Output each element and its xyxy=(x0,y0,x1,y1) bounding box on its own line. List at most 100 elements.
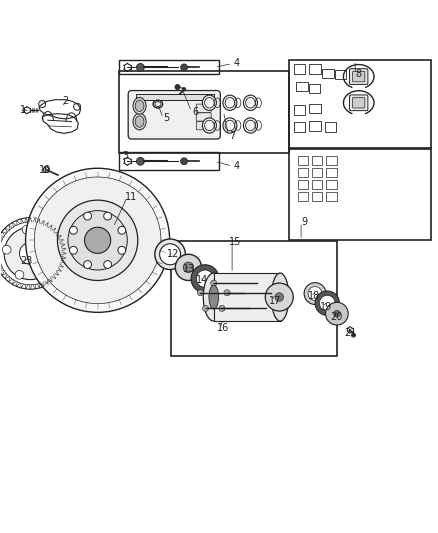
Circle shape xyxy=(47,238,56,247)
Circle shape xyxy=(211,280,217,286)
Ellipse shape xyxy=(223,118,237,133)
Circle shape xyxy=(2,245,11,254)
Circle shape xyxy=(198,290,204,296)
Text: 15: 15 xyxy=(230,238,242,247)
Circle shape xyxy=(183,273,188,278)
Text: 4: 4 xyxy=(233,161,240,171)
Circle shape xyxy=(335,304,339,309)
FancyBboxPatch shape xyxy=(353,71,365,82)
Ellipse shape xyxy=(244,95,258,110)
Circle shape xyxy=(280,303,284,308)
Ellipse shape xyxy=(244,118,258,133)
Circle shape xyxy=(329,317,334,321)
Circle shape xyxy=(43,266,52,274)
Text: 8: 8 xyxy=(356,69,362,79)
Circle shape xyxy=(155,239,185,270)
FancyBboxPatch shape xyxy=(350,69,368,84)
Circle shape xyxy=(19,243,41,264)
Circle shape xyxy=(284,290,289,294)
Circle shape xyxy=(84,261,92,269)
Circle shape xyxy=(70,227,78,234)
Circle shape xyxy=(274,287,279,291)
Circle shape xyxy=(175,254,201,280)
Text: 7: 7 xyxy=(229,131,235,141)
Text: 10: 10 xyxy=(39,165,51,175)
Circle shape xyxy=(196,270,214,287)
Circle shape xyxy=(274,303,279,308)
Circle shape xyxy=(104,261,112,269)
Circle shape xyxy=(329,306,334,311)
Circle shape xyxy=(84,212,92,220)
Circle shape xyxy=(270,300,274,304)
Text: 17: 17 xyxy=(268,296,281,305)
Circle shape xyxy=(183,256,188,262)
Circle shape xyxy=(118,227,126,234)
Circle shape xyxy=(182,87,186,91)
Ellipse shape xyxy=(203,273,224,321)
FancyBboxPatch shape xyxy=(196,122,211,130)
FancyBboxPatch shape xyxy=(350,95,368,111)
Circle shape xyxy=(275,293,284,302)
Text: 19: 19 xyxy=(320,302,332,312)
Circle shape xyxy=(342,311,346,316)
Circle shape xyxy=(179,260,184,265)
Text: 14: 14 xyxy=(196,276,208,286)
Polygon shape xyxy=(136,94,214,100)
Circle shape xyxy=(286,295,290,299)
Ellipse shape xyxy=(202,95,216,110)
Text: 23: 23 xyxy=(20,256,32,266)
Circle shape xyxy=(137,63,145,71)
Ellipse shape xyxy=(133,98,146,114)
Ellipse shape xyxy=(135,116,144,127)
Circle shape xyxy=(159,244,180,265)
Text: 4: 4 xyxy=(233,59,240,68)
Text: 20: 20 xyxy=(330,312,342,322)
Circle shape xyxy=(319,295,335,311)
Text: 5: 5 xyxy=(163,113,170,123)
Circle shape xyxy=(22,225,31,234)
Text: 6: 6 xyxy=(192,107,198,117)
Circle shape xyxy=(202,305,208,311)
Circle shape xyxy=(104,212,112,220)
FancyBboxPatch shape xyxy=(196,113,211,121)
Circle shape xyxy=(85,227,111,253)
Circle shape xyxy=(270,290,274,294)
Circle shape xyxy=(224,290,230,296)
Circle shape xyxy=(25,168,170,312)
Circle shape xyxy=(327,311,332,316)
Text: 13: 13 xyxy=(183,264,195,273)
Circle shape xyxy=(175,84,180,90)
Text: 16: 16 xyxy=(217,324,230,334)
Ellipse shape xyxy=(135,100,144,111)
Text: 12: 12 xyxy=(167,249,179,259)
Circle shape xyxy=(340,317,344,321)
Circle shape xyxy=(308,287,322,301)
Circle shape xyxy=(191,265,219,293)
Circle shape xyxy=(265,283,293,311)
Text: 21: 21 xyxy=(344,328,356,338)
Circle shape xyxy=(68,211,127,270)
Circle shape xyxy=(193,270,198,275)
FancyBboxPatch shape xyxy=(353,98,365,108)
Circle shape xyxy=(340,306,344,311)
Circle shape xyxy=(57,200,138,280)
Circle shape xyxy=(304,282,326,304)
FancyBboxPatch shape xyxy=(196,104,211,112)
Circle shape xyxy=(284,300,289,304)
Text: 1: 1 xyxy=(19,105,25,115)
Text: 11: 11 xyxy=(125,192,137,201)
Circle shape xyxy=(219,305,225,311)
Circle shape xyxy=(268,295,273,299)
Circle shape xyxy=(183,262,194,272)
Text: 18: 18 xyxy=(308,291,320,301)
Circle shape xyxy=(137,157,145,165)
Text: 2: 2 xyxy=(62,96,68,107)
Circle shape xyxy=(70,246,78,254)
Circle shape xyxy=(335,319,339,323)
Text: 3: 3 xyxy=(122,151,128,161)
Circle shape xyxy=(4,227,57,280)
Circle shape xyxy=(177,265,182,270)
Circle shape xyxy=(193,260,198,265)
Circle shape xyxy=(325,302,348,325)
Circle shape xyxy=(194,265,200,270)
